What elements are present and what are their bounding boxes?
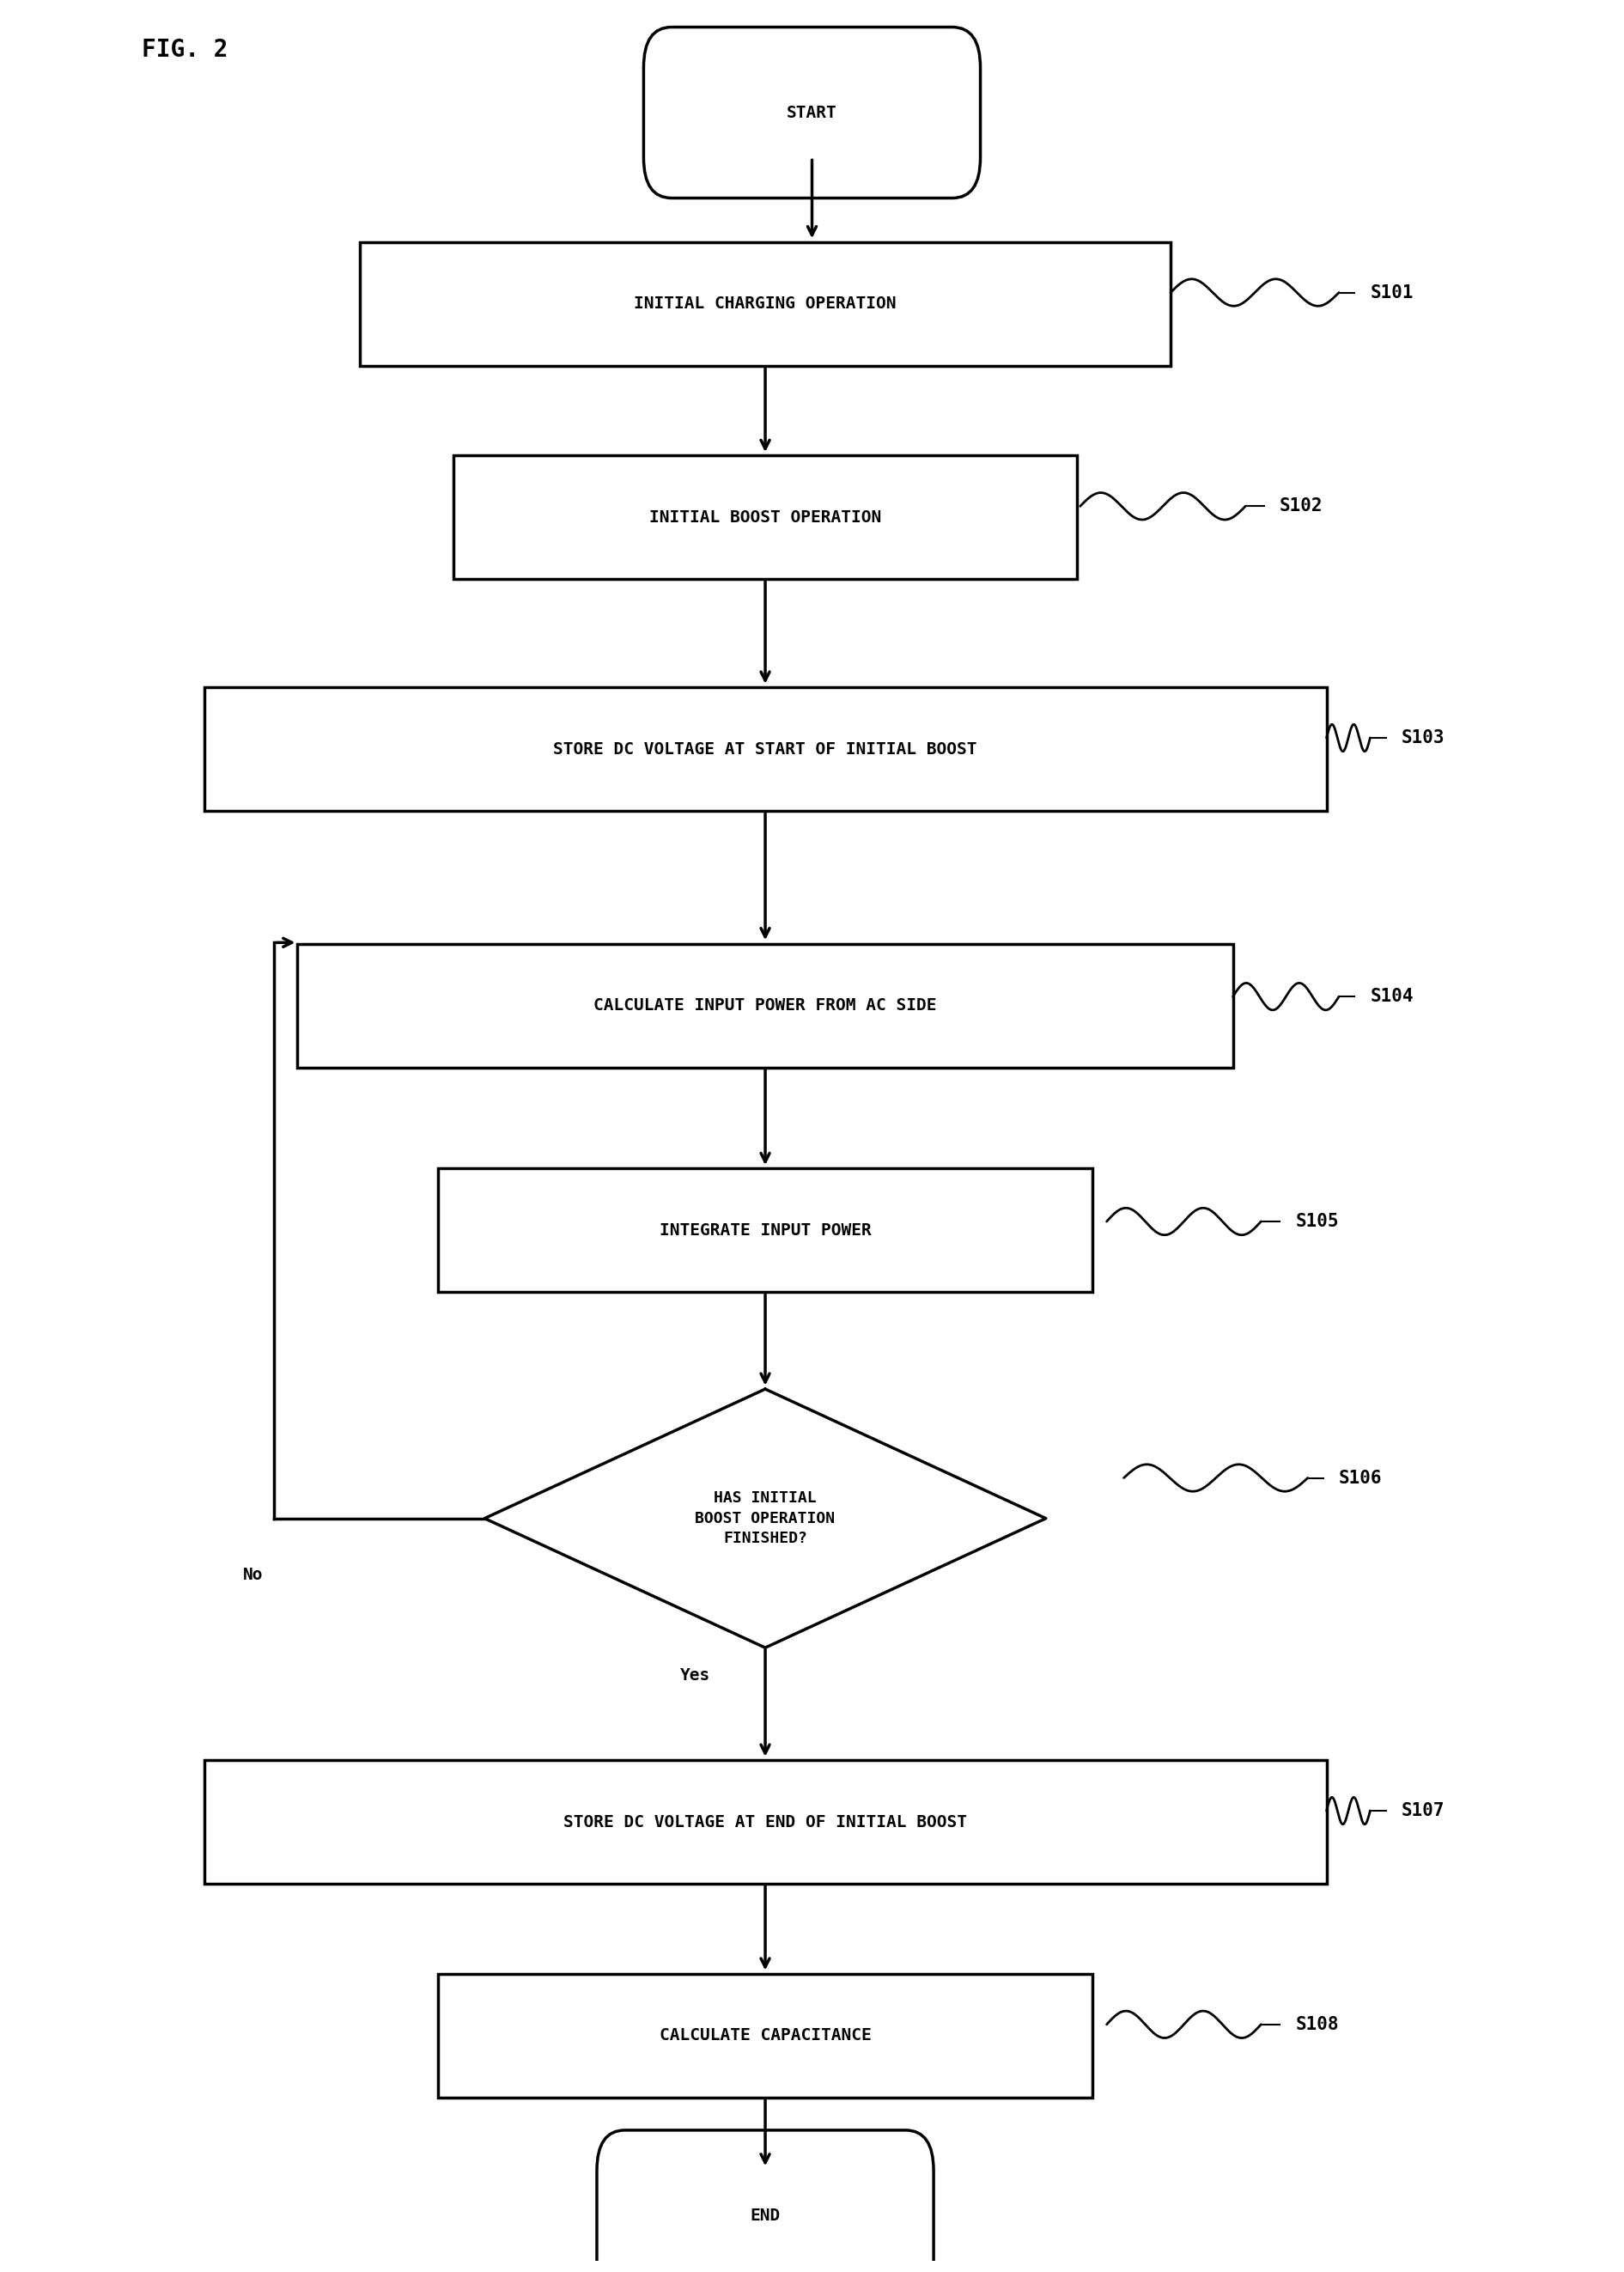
- Polygon shape: [484, 1388, 1046, 1647]
- FancyBboxPatch shape: [643, 27, 981, 198]
- Text: Yes: Yes: [680, 1668, 711, 1684]
- Text: No: No: [244, 1565, 263, 1584]
- Text: END: END: [750, 2208, 781, 2224]
- Text: CALCULATE INPUT POWER FROM AC SIDE: CALCULATE INPUT POWER FROM AC SIDE: [594, 997, 937, 1013]
- Text: S106: S106: [1338, 1470, 1382, 1486]
- Text: INTEGRATE INPUT POWER: INTEGRATE INPUT POWER: [659, 1222, 870, 1238]
- Text: START: START: [786, 105, 838, 120]
- Bar: [361, 241, 1171, 366]
- Bar: [205, 1761, 1327, 1883]
- Text: INITIAL BOOST OPERATION: INITIAL BOOST OPERATION: [650, 509, 882, 525]
- Bar: [297, 943, 1233, 1068]
- Text: S102: S102: [1280, 498, 1324, 516]
- Text: STORE DC VOLTAGE AT END OF INITIAL BOOST: STORE DC VOLTAGE AT END OF INITIAL BOOST: [564, 1813, 966, 1831]
- Text: S108: S108: [1296, 2015, 1338, 2033]
- Text: CALCULATE CAPACITANCE: CALCULATE CAPACITANCE: [659, 2027, 870, 2045]
- Bar: [205, 686, 1327, 811]
- Text: INITIAL CHARGING OPERATION: INITIAL CHARGING OPERATION: [633, 295, 896, 311]
- Text: HAS INITIAL
BOOST OPERATION
FINISHED?: HAS INITIAL BOOST OPERATION FINISHED?: [695, 1490, 835, 1547]
- Bar: [438, 1168, 1093, 1293]
- Text: S104: S104: [1371, 988, 1413, 1004]
- Text: S103: S103: [1402, 729, 1445, 747]
- Bar: [453, 457, 1077, 579]
- FancyBboxPatch shape: [598, 2131, 934, 2272]
- Text: S107: S107: [1402, 1802, 1445, 1820]
- Text: S101: S101: [1371, 284, 1413, 302]
- Text: S105: S105: [1296, 1213, 1338, 1229]
- Text: STORE DC VOLTAGE AT START OF INITIAL BOOST: STORE DC VOLTAGE AT START OF INITIAL BOO…: [554, 741, 978, 757]
- Bar: [438, 1974, 1093, 2097]
- Text: FIG. 2: FIG. 2: [141, 39, 227, 61]
